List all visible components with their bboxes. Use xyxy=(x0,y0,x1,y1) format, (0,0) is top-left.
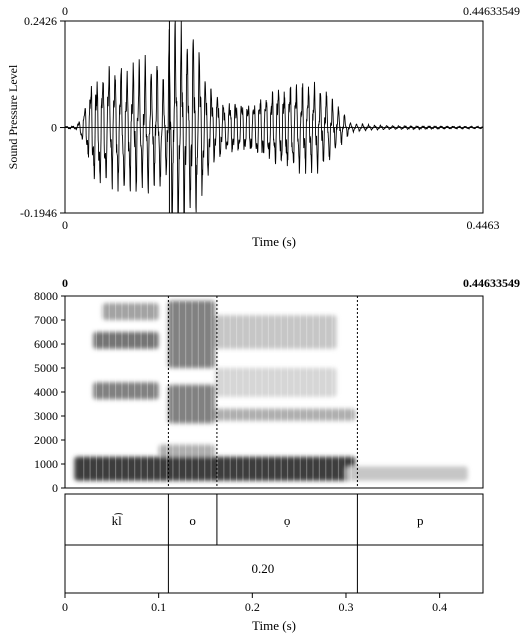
spectrogram-y-tick-label: 6000 xyxy=(34,337,58,351)
tier-frame xyxy=(64,493,484,594)
spectrogram-y-tick-label: 4000 xyxy=(34,385,58,399)
segment-label: o xyxy=(189,513,196,528)
spectrogram-end-time: 0.44633549 xyxy=(463,276,520,290)
waveform-y-axis: 0.2426 0 -0.1946 xyxy=(20,14,65,220)
spectrogram-y-tick-label: 2000 xyxy=(34,433,58,447)
spectrogram-y-tick-label: 5000 xyxy=(34,361,58,375)
spectrogram-y-tick-label: 8000 xyxy=(34,289,58,303)
duration-tier: 0.20 xyxy=(167,545,358,593)
segment-label: ọ xyxy=(284,513,291,528)
spectrogram-energy-band xyxy=(168,300,215,368)
waveform-end-time: 0.44633549 xyxy=(463,4,520,18)
waveform-frame xyxy=(64,20,484,214)
spectrogram-energy-band xyxy=(93,382,159,400)
segment-label: p xyxy=(417,513,424,528)
spectrogram-energy-band xyxy=(214,315,337,349)
waveform-panel: 0 0.44633549 0.2426 0 -0.1946 Sound Pressu… xyxy=(6,4,520,249)
waveform-x-tick-end: 0.4463 xyxy=(467,218,500,232)
annotation-tiers: k͡l o ọ p 0.20 xyxy=(64,493,484,594)
spectrogram-energy-band xyxy=(214,368,337,397)
segment-label: k͡l xyxy=(112,513,124,528)
waveform-y-tick-label: 0.2426 xyxy=(24,14,57,28)
time-tick-label: 0.1 xyxy=(151,600,166,614)
waveform-start-time: 0 xyxy=(62,4,68,18)
waveform-x-axis-label: Time (s) xyxy=(252,234,296,249)
time-tick-label: 0.4 xyxy=(432,600,447,614)
spectrogram-panel: 0 0.44633549 8000 7000 6000 5000 4000 3000 200… xyxy=(34,276,520,495)
spectrogram-energy-band xyxy=(102,303,159,320)
time-tick-label: 0.2 xyxy=(245,600,260,614)
duration-label: 0.20 xyxy=(252,561,275,576)
spectrogram-energy-band xyxy=(158,444,215,457)
spectrogram-energy-band xyxy=(93,332,159,349)
spectrogram-glottal-pulses xyxy=(83,300,352,484)
waveform-y-axis-label: Sound Pressure Level xyxy=(6,64,20,169)
time-tick-label: 0 xyxy=(62,600,68,614)
spectrogram-energy-band xyxy=(345,466,468,481)
spectrogram-y-tick-label: 0 xyxy=(52,481,58,495)
spectrogram-y-tick-label: 1000 xyxy=(34,457,58,471)
time-axis: 0 0.1 0.2 0.3 0.4 Time (s) xyxy=(62,592,483,633)
spectrogram-energy-band xyxy=(214,408,356,421)
time-axis-label: Time (s) xyxy=(252,618,296,633)
waveform-y-tick-label: 0 xyxy=(51,121,57,135)
segment-tier: k͡l o ọ p xyxy=(112,494,424,545)
spectrogram-energy-band xyxy=(168,384,215,424)
spectrogram-energy-band xyxy=(74,456,356,481)
spectrogram-y-tick-label: 3000 xyxy=(34,409,58,423)
waveform-y-tick-label: -0.1946 xyxy=(20,206,57,220)
waveform-trace xyxy=(65,21,483,213)
spectrogram-bands xyxy=(74,300,468,481)
spectrogram-y-axis: 8000 7000 6000 5000 4000 3000 2000 1000 0 xyxy=(34,289,65,495)
time-tick-label: 0.3 xyxy=(338,600,353,614)
spectrogram-start-time: 0 xyxy=(62,276,68,290)
waveform-x-tick-start: 0 xyxy=(62,218,68,232)
spectrogram-y-tick-label: 7000 xyxy=(34,313,58,327)
spectrogram-segment-boundaries xyxy=(167,296,358,488)
